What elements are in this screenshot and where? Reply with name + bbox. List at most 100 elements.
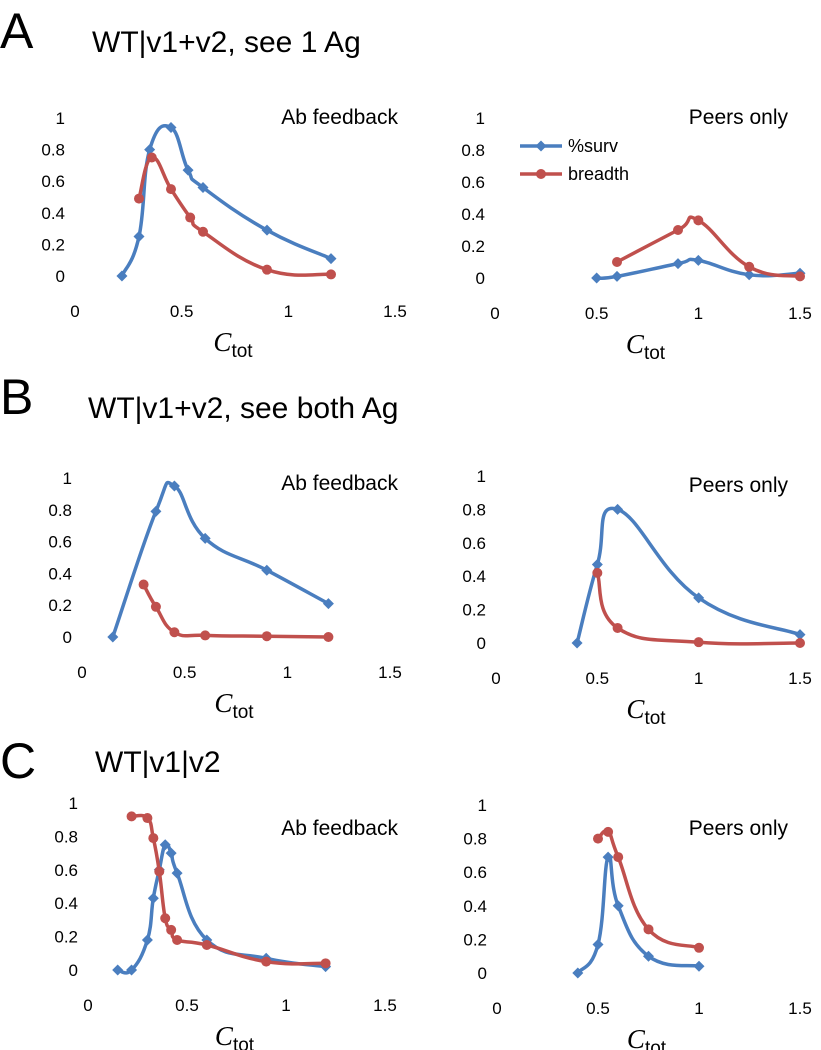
breadth-point [148, 833, 159, 844]
y-tick-label: 0.8 [461, 141, 485, 160]
x-axis-label: Ctot [213, 327, 253, 362]
surv-point [591, 272, 603, 284]
y-tick-label: 0.6 [463, 863, 487, 882]
breadth-point [166, 184, 176, 195]
y-tick-label: 0.2 [461, 237, 485, 256]
surv-point [147, 892, 159, 904]
panel-letter-c: C [0, 733, 36, 789]
breadth-point [592, 567, 603, 578]
y-tick-label: 0.2 [41, 235, 65, 254]
y-tick-label: 0.4 [463, 897, 487, 916]
surv-point [602, 851, 614, 863]
breadth-point [126, 811, 137, 822]
surv-point [261, 224, 273, 236]
x-axis-label-main: C [214, 688, 233, 718]
surv-point [112, 964, 124, 976]
breadth-point [154, 866, 165, 877]
x-axis-label-main: C [213, 327, 232, 357]
breadth-point [261, 631, 272, 642]
x-tick-label: 0 [83, 996, 92, 1015]
surv-point [107, 631, 119, 643]
y-tick-label: 0.6 [54, 861, 78, 880]
panel-title-b: WT|v1+v2, see both Ag [88, 392, 398, 425]
breadth-point [146, 152, 157, 163]
surv-point [322, 598, 334, 610]
panel-letter-a: A [0, 3, 34, 59]
x-tick-label: 1 [694, 669, 703, 688]
surv-point [116, 270, 128, 282]
x-tick-label: 1.5 [788, 304, 812, 323]
surv-point [571, 637, 583, 649]
surv-point [168, 480, 180, 492]
surv-point [165, 847, 177, 859]
legend-breadth-marker [536, 169, 546, 179]
breadth-point [673, 225, 683, 235]
x-tick-label: 1.5 [788, 999, 812, 1018]
surv-point [612, 900, 624, 912]
y-tick-label: 0.8 [54, 827, 78, 846]
breadth-point [320, 958, 331, 969]
series-line-breadth [595, 571, 802, 646]
breadth-point [744, 261, 755, 272]
legend-surv-label: %surv [568, 136, 618, 156]
x-axis-label-sub: tot [232, 702, 254, 723]
chart-annotation: Peers only [689, 106, 789, 129]
surv-point [794, 629, 806, 641]
x-axis-label: Ctot [214, 688, 254, 723]
x-axis-label-main: C [627, 1024, 646, 1050]
y-tick-label: 0.6 [41, 172, 65, 191]
y-tick-label: 0.8 [463, 830, 487, 849]
y-tick-label: 0.2 [48, 596, 72, 615]
breadth-point [694, 942, 704, 953]
y-tick-label: 1 [476, 109, 485, 128]
chart-a-ab-feedback: 0 0.2 0.4 0.6 0.8 1 0 0.5 1 1.5 Ctot Ab feedback [41, 106, 406, 362]
breadth-point [169, 627, 180, 638]
x-axis-label-sub: tot [233, 1035, 255, 1050]
surv-point [672, 258, 684, 270]
breadth-point [185, 212, 196, 223]
x-tick-label: 0 [490, 304, 499, 323]
x-tick-label: 0 [70, 302, 79, 321]
y-tick-label: 0.4 [48, 564, 72, 583]
surv-point [144, 144, 156, 156]
surv-point [182, 164, 194, 176]
surv-point [612, 503, 624, 515]
surv-point [592, 938, 604, 950]
x-tick-label: 1 [283, 663, 292, 682]
surv-point [743, 269, 755, 281]
x-axis-label-sub: tot [644, 708, 666, 729]
x-tick-label: 1 [284, 302, 293, 321]
surv-point [591, 559, 603, 571]
x-axis-label: Ctot [626, 694, 666, 729]
breadth-point [138, 579, 149, 590]
panel-title-a: WT|v1+v2, see 1 Ag [92, 26, 361, 59]
y-tick-label: 1 [56, 109, 65, 128]
chart-c-peers-only: 0 0.2 0.4 0.6 0.8 1 0 0.5 1 1.5 Ctot Peers only [463, 796, 811, 1050]
breadth-point [795, 271, 805, 282]
x-axis-label-sub: tot [645, 1038, 667, 1050]
surv-point [165, 121, 177, 133]
breadth-point [262, 264, 272, 275]
y-tick-label: 1 [478, 796, 487, 815]
x-tick-label: 1.5 [373, 996, 397, 1015]
breadth-point [612, 257, 622, 267]
surv-point [261, 564, 273, 576]
breadth-point [172, 934, 183, 945]
chart-a-peers-only: 0 0.2 0.4 0.6 0.8 1 0 0.5 1 1.5 Ctot Peers only %sur… [461, 106, 811, 364]
surv-point [159, 839, 171, 851]
surv-point [133, 231, 145, 242]
y-tick-label: 0 [477, 634, 486, 653]
x-tick-label: 1.5 [383, 302, 407, 321]
x-tick-label: 0.5 [585, 304, 609, 323]
breadth-point [593, 833, 603, 844]
breadth-point [643, 924, 654, 935]
x-tick-label: 0.5 [173, 663, 197, 682]
panel-letter-b: B [0, 369, 33, 425]
y-tick-label: 0.8 [48, 501, 72, 520]
breadth-point [326, 269, 336, 280]
surv-point [693, 592, 705, 604]
breadth-point [134, 193, 144, 204]
surv-point [150, 505, 162, 517]
chart-annotation: Ab feedback [281, 106, 398, 129]
breadth-point [198, 226, 208, 237]
